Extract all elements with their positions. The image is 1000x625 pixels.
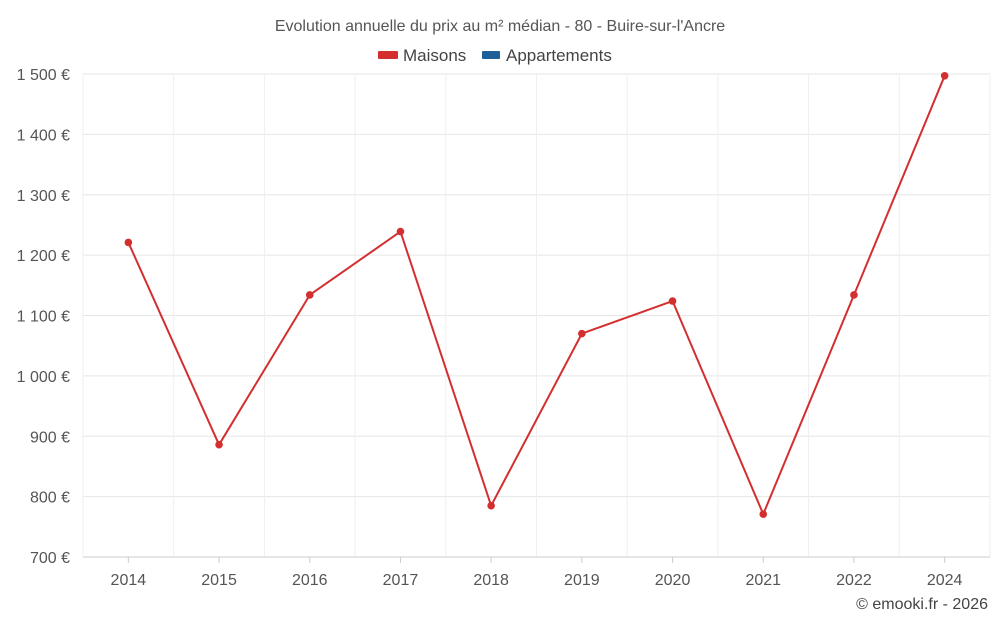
x-tick-label: 2019	[564, 572, 600, 589]
data-point[interactable]	[124, 238, 133, 247]
grid	[82, 73, 991, 557]
x-tick-label: 2021	[745, 572, 781, 589]
legend-swatch-maisons	[378, 51, 398, 59]
x-tick-label: 2018	[473, 572, 509, 589]
credit: © emooki.fr - 2026	[856, 596, 988, 613]
x-tick-label: 2017	[383, 572, 419, 589]
data-point[interactable]	[668, 297, 677, 305]
data-point[interactable]	[759, 510, 768, 518]
data-point[interactable]	[850, 291, 858, 299]
series-maisons	[124, 72, 949, 518]
x-axis: 2014 2015 2016 2017 2018 2019 2020 2021 2022 2024	[83, 556, 990, 589]
x-tick-label: 2020	[655, 572, 691, 589]
legend-swatch-appartements	[482, 51, 500, 59]
data-point[interactable]	[305, 291, 314, 299]
y-tick-label: 1 400 €	[17, 127, 70, 144]
y-tick-label: 800 €	[30, 490, 70, 507]
y-tick-label: 1 300 €	[17, 188, 70, 205]
x-tick-label: 2024	[927, 572, 963, 589]
x-tick-label: 2022	[836, 572, 872, 589]
legend-item-maisons[interactable]: Maisons	[378, 46, 466, 65]
data-point[interactable]	[578, 329, 586, 338]
y-axis: 700 € 800 € 900 € 1 000 € 1 100 € 1 200 € 1 30…	[17, 67, 70, 567]
y-tick-label: 1 000 €	[17, 369, 70, 386]
data-point[interactable]	[940, 72, 949, 80]
x-tick-label: 2016	[292, 572, 328, 589]
y-tick-label: 900 €	[30, 429, 70, 446]
legend-label-maisons: Maisons	[403, 46, 466, 65]
chart-title: Evolution annuelle du prix au m² médian …	[275, 18, 725, 35]
y-tick-label: 1 100 €	[17, 309, 70, 326]
y-tick-label: 1 200 €	[17, 248, 70, 265]
y-tick-label: 1 500 €	[17, 67, 70, 84]
series-line	[127, 75, 946, 516]
x-tick-label: 2015	[201, 572, 237, 589]
data-point[interactable]	[396, 227, 405, 236]
data-point[interactable]	[487, 501, 495, 510]
legend: Maisons Appartements	[378, 46, 612, 65]
y-tick-label: 700 €	[30, 550, 70, 567]
data-point[interactable]	[215, 440, 223, 449]
legend-item-appartements[interactable]: Appartements	[482, 46, 612, 65]
x-tick-label: 2014	[111, 572, 147, 589]
legend-label-appartements: Appartements	[506, 46, 612, 65]
